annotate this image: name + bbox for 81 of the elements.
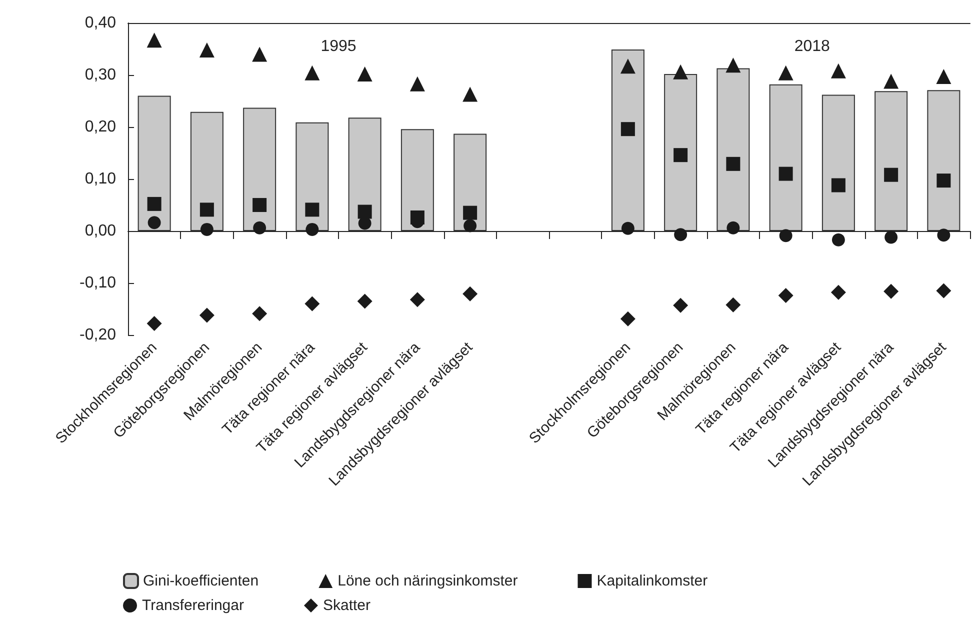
point <box>884 230 898 244</box>
point <box>148 216 161 230</box>
legend-label: Kapitalinkomster <box>596 572 708 590</box>
bar <box>611 50 644 231</box>
bar <box>400 129 434 231</box>
legend-label: Gini-koefficienten <box>143 572 259 590</box>
point <box>778 288 794 303</box>
point <box>200 222 214 236</box>
y-tick-label: 0,40 <box>84 14 116 32</box>
point <box>410 210 424 224</box>
bar <box>190 112 224 231</box>
point <box>620 311 636 326</box>
point <box>357 66 372 82</box>
point <box>199 308 214 323</box>
point <box>252 46 268 62</box>
point <box>199 42 214 58</box>
point <box>146 32 162 48</box>
y-tick-label: 0,00 <box>84 222 116 240</box>
legend-label: Skatter <box>322 597 371 614</box>
point <box>726 58 741 73</box>
point <box>673 298 688 313</box>
point <box>462 286 478 302</box>
point <box>726 221 740 234</box>
point <box>147 196 162 211</box>
point <box>463 206 478 220</box>
bar <box>716 68 750 231</box>
bar <box>927 90 960 231</box>
annotation: 1995 <box>320 38 356 55</box>
point <box>253 221 266 234</box>
point <box>778 166 793 181</box>
point <box>200 202 214 217</box>
point <box>621 222 634 235</box>
bar <box>138 96 171 231</box>
point <box>673 64 688 80</box>
point <box>357 294 372 309</box>
point <box>832 233 845 246</box>
bar <box>874 91 908 231</box>
point <box>306 222 319 236</box>
point <box>936 69 952 84</box>
annotation: 2018 <box>794 38 830 55</box>
point <box>937 228 950 242</box>
bar <box>769 84 802 231</box>
point <box>304 65 320 80</box>
bar <box>243 108 276 231</box>
point <box>726 156 740 171</box>
point <box>778 65 794 80</box>
point <box>358 204 372 219</box>
bar <box>822 94 855 231</box>
point <box>620 122 635 136</box>
legend-label: Löne och näringsinkomster <box>338 572 518 590</box>
y-tick-label: -0,20 <box>80 326 116 344</box>
point <box>620 58 636 74</box>
y-tick-label: 0,30 <box>84 66 116 84</box>
legend-label: Transfereringar <box>142 597 244 614</box>
point <box>464 219 477 232</box>
point <box>252 198 267 212</box>
point <box>884 284 899 299</box>
y-tick-label: 0,20 <box>84 118 116 136</box>
point <box>462 86 478 102</box>
point <box>146 316 162 332</box>
point <box>884 168 898 182</box>
bar <box>348 118 382 231</box>
y-tick-label: 0,10 <box>84 170 116 188</box>
point <box>936 283 952 298</box>
bar <box>664 74 698 231</box>
point <box>884 74 899 89</box>
point <box>726 297 741 312</box>
point <box>830 284 846 300</box>
point <box>831 178 846 192</box>
bar <box>296 122 329 231</box>
point <box>674 228 688 242</box>
point <box>252 306 268 322</box>
point <box>830 63 846 78</box>
point <box>674 148 688 162</box>
point <box>304 296 320 312</box>
point <box>410 76 425 92</box>
y-tick-label: -0,10 <box>80 274 116 292</box>
point <box>779 229 792 242</box>
point <box>305 202 320 217</box>
point <box>410 292 425 308</box>
point <box>936 174 951 188</box>
